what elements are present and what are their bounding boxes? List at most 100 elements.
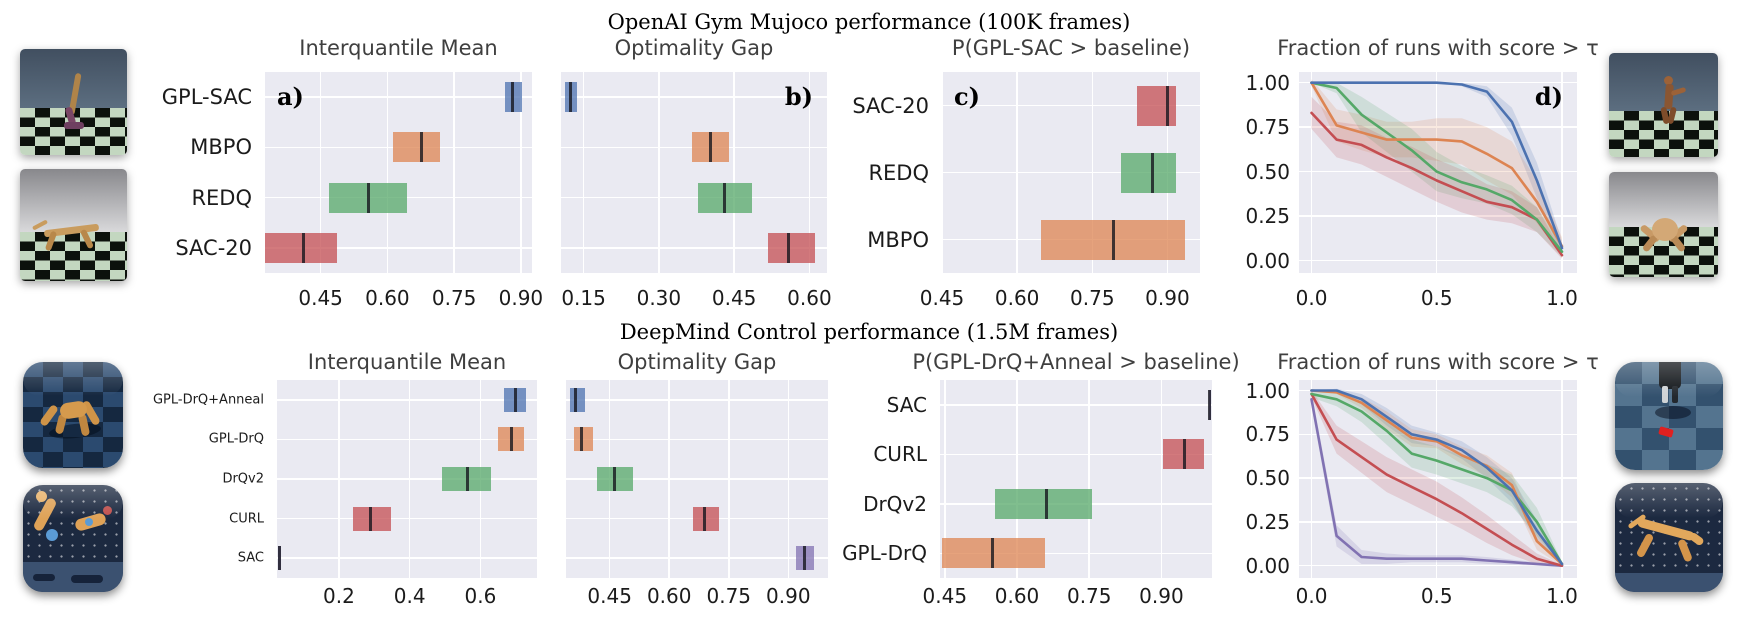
point-estimate-line-GPL-DrQ xyxy=(509,427,513,452)
row-label-DrQv2: DrQv2 xyxy=(222,471,264,487)
gridline xyxy=(566,438,828,441)
gridline xyxy=(386,72,389,273)
confidence-band-REDQ xyxy=(1311,82,1562,257)
gridline xyxy=(520,72,522,273)
row-label-SAC-20: SAC-20 xyxy=(852,93,929,118)
gridline xyxy=(566,399,828,401)
x-tick-label: 0.60 xyxy=(365,286,410,310)
row-label-SAC: SAC xyxy=(886,392,927,417)
point-estimate-line-CURL xyxy=(1182,439,1186,470)
series-line-CURL xyxy=(1310,392,1564,567)
sky xyxy=(20,169,127,232)
series-line-SAC-20 xyxy=(1310,111,1564,257)
panel-label-a: a) xyxy=(277,82,304,111)
env-thumbnail-cheetah xyxy=(1615,483,1723,592)
gridline xyxy=(582,72,585,273)
gridline xyxy=(277,438,537,441)
interval-bar-REDQ xyxy=(1120,152,1177,193)
hopper-foot xyxy=(64,122,84,129)
y-tick-label: 0.25 xyxy=(1245,204,1290,229)
x-tick-label: 0.2 xyxy=(322,584,355,608)
point-estimate-line-DrQv2 xyxy=(1044,488,1048,519)
checker-floor xyxy=(20,231,127,281)
x-tick-label: 0.5 xyxy=(1420,286,1453,310)
x-tick-label: 0.45 xyxy=(919,286,965,310)
confidence-band-SAC xyxy=(1311,392,1562,567)
gridline xyxy=(940,453,1212,455)
reacher-shoulder xyxy=(36,491,47,502)
x-tick-label: 0.5 xyxy=(1420,584,1453,608)
gridline xyxy=(808,72,811,273)
walker-leg xyxy=(1672,386,1678,403)
gridline xyxy=(277,399,537,401)
series-line-GPL-SAC xyxy=(1310,81,1564,250)
env-thumbnail-quadruped xyxy=(23,362,123,468)
point-estimate-line-REDQ xyxy=(1151,152,1155,193)
series-line-REDQ xyxy=(1310,81,1564,253)
row-label-REDQ: REDQ xyxy=(191,185,252,210)
env-thumbnail-humanoid xyxy=(1609,53,1718,157)
interval-bar-SAC-20 xyxy=(1137,85,1177,126)
x-tick-label: 1.0 xyxy=(1546,584,1578,608)
row-label-REDQ: REDQ xyxy=(868,160,929,185)
section-title-gym: OpenAI Gym Mujoco performance (100K fram… xyxy=(607,10,1131,34)
gridline xyxy=(1435,380,1438,578)
point-estimate-line-REDQ xyxy=(367,182,371,213)
series-line-GPL-DrQ+Anneal xyxy=(1310,389,1564,566)
x-tick-label: 0.30 xyxy=(636,286,682,310)
point-estimate-line-SAC xyxy=(803,546,807,571)
chart-title-gym-prob: P(GPL-SAC > baseline) xyxy=(951,36,1191,60)
gridline xyxy=(1299,477,1577,479)
row-label-SAC-20: SAC-20 xyxy=(175,235,252,260)
x-tick-label: 0.90 xyxy=(498,286,544,310)
gridline xyxy=(265,247,532,249)
gridline xyxy=(1160,380,1163,578)
row-label-DrQv2: DrQv2 xyxy=(863,491,927,516)
ant-body xyxy=(1652,218,1678,241)
y-tick-label: 0.00 xyxy=(1245,553,1290,578)
gridline xyxy=(942,104,1200,107)
x-tick-label: 0.0 xyxy=(1295,584,1328,608)
gridline xyxy=(566,478,828,480)
line-chart-gym-frac xyxy=(1310,79,1564,259)
chart-title-dmc-prob: P(GPL-DrQ+Anneal > baseline) xyxy=(912,350,1240,374)
blue-marker xyxy=(46,529,58,541)
gridline xyxy=(940,404,1212,406)
env-thumbnail-ant xyxy=(1609,172,1718,277)
gridline xyxy=(733,72,735,273)
y-tick-label: 0.50 xyxy=(1245,466,1290,491)
chart-title-gym-frac: Fraction of runs with score > τ xyxy=(1277,36,1599,60)
confidence-band-DrQv2 xyxy=(1311,390,1562,566)
plot-area-dmc-frac xyxy=(1299,380,1577,578)
gridline xyxy=(566,557,828,559)
point-estimate-line-SAC-20 xyxy=(787,232,791,263)
walker-torso xyxy=(1659,362,1681,389)
point-estimate-line-CURL xyxy=(368,506,372,531)
y-tick-label: 0.25 xyxy=(1245,509,1290,534)
x-tick-label: 0.75 xyxy=(706,584,752,608)
row-label-CURL: CURL xyxy=(873,442,927,467)
gridline xyxy=(277,557,537,559)
point-estimate-line-GPL-DrQ+Anneal xyxy=(514,387,518,412)
gridline xyxy=(561,96,827,98)
interval-bar-GPL-DrQ+Anneal xyxy=(569,387,585,412)
interval-bar-SAC-20 xyxy=(768,232,816,263)
row-label-SAC: SAC xyxy=(237,550,264,566)
gridline xyxy=(1299,433,1577,436)
slot xyxy=(33,574,55,581)
point-estimate-line-GPL-DrQ xyxy=(579,427,583,452)
env-thumbnail-walker xyxy=(1615,362,1723,470)
gridline xyxy=(1299,126,1577,128)
x-tick-label: 0.60 xyxy=(646,584,692,608)
gridline xyxy=(658,72,660,273)
line-chart-dmc-frac xyxy=(1310,388,1564,567)
interval-bar-SAC-20 xyxy=(265,232,337,263)
x-tick-label: 0.45 xyxy=(587,584,632,608)
chart-title-dmc-og: Optimality Gap xyxy=(617,350,777,374)
panel-label-b: b) xyxy=(784,82,813,111)
chart-title-gym-iqm: Interquantile Mean xyxy=(299,36,498,60)
y-tick-label: 1.00 xyxy=(1245,378,1290,403)
y-tick-label: 0.50 xyxy=(1245,159,1290,184)
x-tick-label: 0.75 xyxy=(1066,584,1112,608)
point-estimate-line-SAC-20 xyxy=(301,232,305,263)
